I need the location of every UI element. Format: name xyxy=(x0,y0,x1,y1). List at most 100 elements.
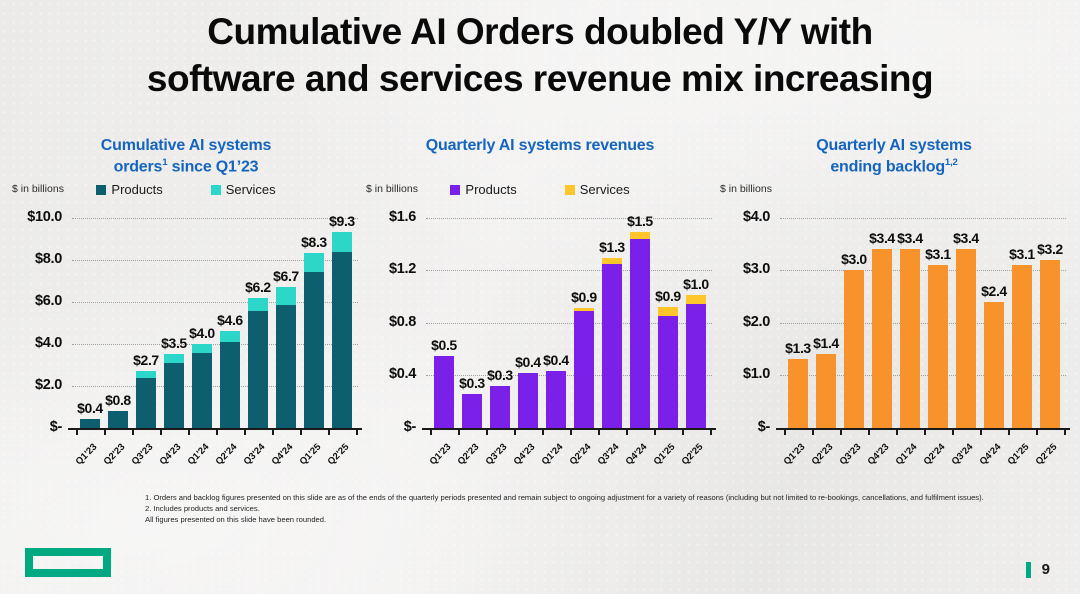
bar-value-label: $3.1 xyxy=(1009,245,1035,262)
bar-segment xyxy=(304,253,324,273)
plot-area-cumulative-orders: $10.0 $8.0 $6.0 $4.0 $2.0 $- $0.4 Q1'23 $0.8 Q2'2… xyxy=(10,204,362,478)
x-tick-label: Q3'23 xyxy=(483,441,509,468)
x-tick-label: Q3'23 xyxy=(837,441,863,468)
bar-value-label: $4.6 xyxy=(217,312,243,329)
bar-segment xyxy=(630,238,650,428)
bar-segment xyxy=(248,297,268,312)
bar-segment xyxy=(434,355,454,428)
y-tick-label: $4.0 xyxy=(34,334,62,351)
x-axis-line xyxy=(68,427,362,430)
x-axis-tick xyxy=(1064,429,1066,435)
bar-segment xyxy=(1040,259,1060,428)
legend-label: Products xyxy=(465,182,517,198)
bar-segment xyxy=(686,295,706,305)
x-axis-tick xyxy=(924,429,926,435)
x-tick-label: Q2'24 xyxy=(213,441,239,468)
x-axis-tick xyxy=(868,429,870,435)
page-number-accent-bar xyxy=(1026,561,1031,578)
y-tick-label: $3.0 xyxy=(742,261,770,278)
bar-segment xyxy=(872,249,892,428)
bar-segment xyxy=(574,308,594,311)
x-axis-tick xyxy=(1036,429,1038,435)
bar-value-label: $1.5 xyxy=(627,213,653,230)
slide-title-line1: Cumulative AI Orders doubled Y/Y with xyxy=(207,11,873,52)
y-tick-label: $0.4 xyxy=(388,366,416,383)
bar-value-label: $0.4 xyxy=(77,400,103,417)
x-axis-tick xyxy=(654,429,656,435)
x-tick-label: Q4'23 xyxy=(157,441,183,468)
footnote-ref: 1,2 xyxy=(944,156,958,168)
bar-segment xyxy=(192,353,212,428)
bar-segment xyxy=(276,304,296,428)
footnote-2: 2. Includes products and services. xyxy=(145,503,260,513)
x-axis-tick xyxy=(356,429,358,435)
bar-value-label: $1.3 xyxy=(599,239,625,256)
bar-segment xyxy=(136,371,156,379)
y-tick-label: $- xyxy=(403,418,417,435)
bar-value-label: $0.4 xyxy=(543,352,569,369)
y-tick-label: $1.0 xyxy=(742,366,770,383)
x-tick-label: Q1'23 xyxy=(427,441,453,468)
x-axis-tick xyxy=(188,429,190,435)
bar-segment xyxy=(984,301,1004,428)
x-axis-tick xyxy=(104,429,106,435)
x-tick-label: Q3'23 xyxy=(129,441,155,468)
bar-value-label: $3.5 xyxy=(161,335,187,352)
chart-title-quarterly-revenues: Quarterly AI systems revenues xyxy=(364,136,716,178)
x-axis-tick xyxy=(486,429,488,435)
bar-value-label: $0.3 xyxy=(459,374,485,391)
bar-segment xyxy=(248,311,268,428)
x-tick-label: Q3'24 xyxy=(949,441,975,468)
legend: Products Services xyxy=(10,180,362,200)
bar-value-label: $3.2 xyxy=(1037,240,1063,257)
y-tick-label: $2.0 xyxy=(742,313,770,330)
legend-row: $ in billions xyxy=(718,180,1070,200)
bar-segment xyxy=(788,359,808,428)
bar-segment xyxy=(816,354,836,428)
bar-segment xyxy=(658,306,678,317)
y-tick-label: $1.6 xyxy=(388,208,416,225)
x-axis-line xyxy=(422,427,716,430)
footnote-1: 1. Orders and backlog figures presented … xyxy=(145,492,984,502)
bar-value-label: $0.8 xyxy=(105,391,131,408)
bar-segment xyxy=(546,371,566,428)
bar-segment xyxy=(108,410,128,428)
y-tick-label: $8.0 xyxy=(34,250,62,267)
x-axis-tick xyxy=(76,429,78,435)
bar-segment xyxy=(490,385,510,428)
y-tick-label: $2.0 xyxy=(34,376,62,393)
bar-segment xyxy=(630,232,650,239)
bar-value-label: $3.0 xyxy=(841,251,867,268)
x-tick-label: Q2'23 xyxy=(101,441,127,468)
gridline xyxy=(72,301,358,303)
footnote-rounding: All figures presented on this slide have… xyxy=(145,514,327,524)
page-number: 9 xyxy=(1041,561,1050,578)
legend-label: Services xyxy=(225,182,276,198)
chart-cumulative-orders: Cumulative AI systems orders1 since Q1’2… xyxy=(10,136,362,478)
x-axis-tick xyxy=(300,429,302,435)
legend-label: Products xyxy=(111,182,163,198)
x-tick-label: Q1'23 xyxy=(73,441,99,468)
bar-segment xyxy=(928,264,948,428)
x-tick-label: Q3'24 xyxy=(595,441,621,468)
y-tick-label: $- xyxy=(49,418,63,435)
x-axis-tick xyxy=(216,429,218,435)
units-label: $ in billions xyxy=(12,182,64,195)
bar-segment xyxy=(80,419,100,428)
bar-value-label: $2.7 xyxy=(133,352,159,369)
x-tick-label: Q2'23 xyxy=(455,441,481,468)
x-tick-label: Q2'25 xyxy=(1033,441,1059,468)
x-tick-label: Q4'23 xyxy=(865,441,891,468)
bar-segment xyxy=(164,354,184,363)
chart-title-cumulative-orders: Cumulative AI systems orders1 since Q1’2… xyxy=(10,136,362,178)
x-tick-label: Q2'23 xyxy=(809,441,835,468)
bar-segment xyxy=(276,287,296,305)
bar-segment xyxy=(844,270,864,428)
chart-title-line1: Quarterly AI systems xyxy=(816,136,972,154)
gridline xyxy=(426,375,712,377)
x-tick-label: Q4'24 xyxy=(269,441,295,468)
bar-value-label: $0.3 xyxy=(487,366,513,383)
chart-title-line2: ending backlog1,2 xyxy=(830,156,958,175)
y-tick-label: $6.0 xyxy=(34,292,62,309)
bar-value-label: $9.3 xyxy=(329,213,355,230)
